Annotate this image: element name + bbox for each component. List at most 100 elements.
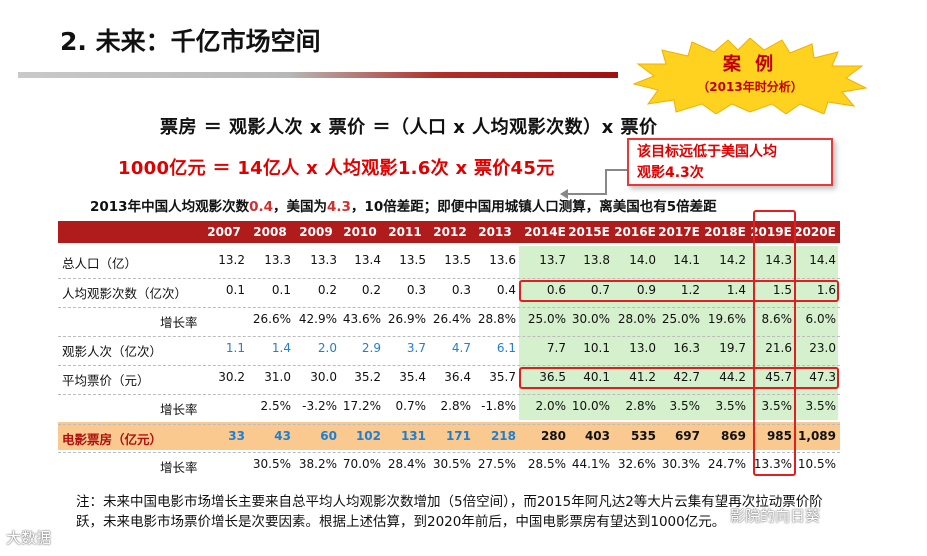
subtitle-part-2: ，美国为 bbox=[273, 199, 327, 215]
case-badge-subtitle: （2013年时分析） bbox=[697, 80, 803, 94]
highlight-ticket-price-row bbox=[519, 367, 839, 389]
footnote: 注：未来中国电影市场增长主要来自总平均人均观影次数增加（5倍空间），而2015年… bbox=[76, 494, 823, 530]
table-cell: 21.6 bbox=[765, 341, 792, 355]
watermark-right: 影院的向日葵 bbox=[730, 507, 821, 525]
table-cell: 13.3% bbox=[753, 457, 792, 471]
row-divider bbox=[58, 278, 840, 279]
table-cell: 171 bbox=[445, 429, 471, 443]
table-cell: 19.6% bbox=[707, 312, 746, 326]
table-cell: 36.4 bbox=[444, 370, 471, 384]
row-label: 电影票房（亿元） bbox=[62, 432, 163, 447]
table-cell: 1.5 bbox=[772, 283, 792, 297]
title-underline bbox=[18, 72, 618, 78]
table-cell: 131 bbox=[400, 429, 426, 443]
table-cell: 0.1 bbox=[225, 283, 245, 297]
table-cell: 30.0 bbox=[310, 370, 337, 384]
table-cell: 7.7 bbox=[546, 341, 566, 355]
row-divider bbox=[58, 424, 840, 425]
row-label: 平均票价（元） bbox=[62, 373, 150, 388]
table-cell: 3.5% bbox=[761, 399, 793, 413]
row-label: 观影人次（亿次） bbox=[62, 344, 163, 359]
table-cell: 6.0% bbox=[805, 312, 837, 326]
table-cell: 26.6% bbox=[252, 312, 291, 326]
column-header: 2015E bbox=[568, 225, 610, 239]
table-cell: 35.7 bbox=[489, 370, 516, 384]
column-header: 2020E bbox=[794, 225, 836, 239]
table-cell: -3.2% bbox=[302, 399, 337, 413]
table-cell: 44.1% bbox=[571, 457, 610, 471]
table-cell: 30.3% bbox=[661, 457, 700, 471]
table-cell: 13.2 bbox=[218, 253, 245, 267]
table-cell: 13.6 bbox=[489, 253, 516, 267]
subtitle-part-3: ，10倍差距；即便中国用城镇人口测算，离美国也有5倍差距 bbox=[350, 199, 717, 215]
table-cell: 10.5% bbox=[797, 457, 836, 471]
table-cell: 218 bbox=[490, 429, 516, 443]
table-cell: 985 bbox=[766, 429, 792, 443]
formula-box-office: 票房 ＝ 观影人次 x 票价 ＝（人口 x 人均观影次数）x 票价 bbox=[160, 117, 658, 138]
column-header: 2009 bbox=[299, 225, 333, 239]
callout-line-2: 观影4.3次 bbox=[637, 165, 704, 181]
table-cell: 42.7 bbox=[673, 370, 700, 384]
callout-line-1: 该目标远低于美国人均 bbox=[637, 144, 777, 160]
row-divider bbox=[58, 394, 840, 395]
table-cell: 14.2 bbox=[719, 253, 746, 267]
column-header: 2018E bbox=[704, 225, 746, 239]
row-divider bbox=[58, 307, 840, 308]
table-cell: 1.6 bbox=[816, 283, 836, 297]
table-cell: 33 bbox=[228, 429, 245, 443]
table-cell: 0.7% bbox=[395, 399, 427, 413]
column-header: 2019E bbox=[750, 225, 792, 239]
table-cell: 3.5% bbox=[805, 399, 837, 413]
table-cell: 0.2 bbox=[361, 283, 381, 297]
highlight-per-capita-row bbox=[519, 280, 839, 302]
table-cell: 10.0% bbox=[571, 399, 610, 413]
column-header: 2007 bbox=[207, 225, 241, 239]
callout-arrow-icon bbox=[560, 169, 627, 199]
subtitle-china-value: 0.4 bbox=[249, 199, 273, 215]
table-cell: 280 bbox=[540, 429, 566, 443]
table-cell: 14.0 bbox=[629, 253, 656, 267]
table-cell: 19.7 bbox=[719, 341, 746, 355]
table-cell: 30.0% bbox=[571, 312, 610, 326]
table-cell: 0.3 bbox=[451, 283, 471, 297]
table-cell: 17.2% bbox=[342, 399, 381, 413]
table-cell: 24.7% bbox=[707, 457, 746, 471]
table-cell: 36.5 bbox=[539, 370, 566, 384]
table-cell: 0.9 bbox=[636, 283, 656, 297]
table-cell: 28.0% bbox=[617, 312, 656, 326]
table-cell: 70.0% bbox=[342, 457, 381, 471]
table-cell: 43 bbox=[274, 429, 291, 443]
column-header: 2010 bbox=[343, 225, 377, 239]
callout-box: 该目标远低于美国人均 观影4.3次 bbox=[627, 138, 833, 186]
table-cell: 0.1 bbox=[271, 283, 291, 297]
column-header: 2012 bbox=[433, 225, 467, 239]
table-cell: 0.6 bbox=[546, 283, 566, 297]
table-cell: 10.1 bbox=[583, 341, 610, 355]
table-cell: 13.0 bbox=[629, 341, 656, 355]
table-cell: 1.1 bbox=[225, 341, 245, 355]
table-cell: 1.2 bbox=[680, 283, 700, 297]
estimate-region bbox=[519, 246, 838, 420]
table-cell: 697 bbox=[674, 429, 700, 443]
table-cell: 38.2% bbox=[298, 457, 337, 471]
table-cell: 403 bbox=[584, 429, 610, 443]
table-cell: 43.6% bbox=[342, 312, 381, 326]
formula-target: 1000亿元 ＝ 14亿人 x 人均观影1.6次 x 票价45元 bbox=[118, 158, 555, 179]
row-divider bbox=[58, 452, 840, 453]
table-cell: 2.5% bbox=[260, 399, 292, 413]
column-header: 2017E bbox=[658, 225, 700, 239]
column-header: 2016E bbox=[614, 225, 656, 239]
box-office-row-bg bbox=[58, 422, 840, 450]
table-cell: 1.4 bbox=[726, 283, 746, 297]
table-cell: 26.9% bbox=[387, 312, 426, 326]
table-cell: 4.7 bbox=[451, 341, 471, 355]
table-cell: 25.0% bbox=[661, 312, 700, 326]
table-cell: 6.1 bbox=[496, 341, 516, 355]
table-cell: 1.4 bbox=[271, 341, 291, 355]
table-cell: 30.5% bbox=[432, 457, 471, 471]
table-cell: 0.7 bbox=[590, 283, 610, 297]
table-cell: 13.4 bbox=[354, 253, 381, 267]
row-label: 增长率 bbox=[160, 460, 198, 475]
table-cell: 535 bbox=[630, 429, 656, 443]
table-cell: 44.2 bbox=[719, 370, 746, 384]
